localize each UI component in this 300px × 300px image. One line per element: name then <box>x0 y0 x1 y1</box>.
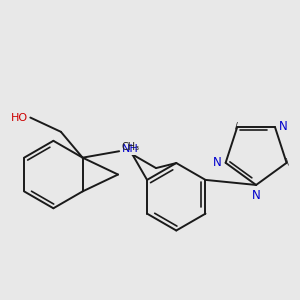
Text: CH₃: CH₃ <box>121 142 139 152</box>
Text: N: N <box>252 189 260 202</box>
Text: N: N <box>279 121 288 134</box>
Text: \: \ <box>286 158 289 167</box>
Text: HO: HO <box>11 112 28 123</box>
Text: /: / <box>235 122 238 131</box>
Text: NH: NH <box>122 144 138 154</box>
Text: N: N <box>213 156 222 169</box>
